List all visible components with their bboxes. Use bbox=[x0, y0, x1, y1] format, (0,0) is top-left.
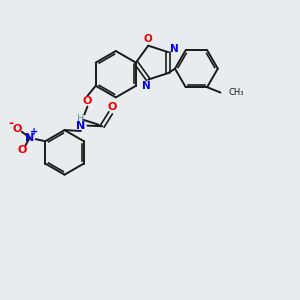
Text: H: H bbox=[77, 114, 85, 124]
Text: CH₃: CH₃ bbox=[229, 88, 244, 97]
Text: N: N bbox=[25, 133, 34, 143]
Text: O: O bbox=[13, 124, 22, 134]
Text: N: N bbox=[142, 81, 151, 91]
Text: O: O bbox=[83, 96, 92, 106]
Text: -: - bbox=[9, 117, 14, 130]
Text: +: + bbox=[30, 127, 38, 137]
Text: O: O bbox=[18, 145, 27, 155]
Text: N: N bbox=[76, 121, 86, 130]
Text: O: O bbox=[107, 102, 117, 112]
Text: N: N bbox=[170, 44, 179, 54]
Text: O: O bbox=[144, 34, 153, 44]
